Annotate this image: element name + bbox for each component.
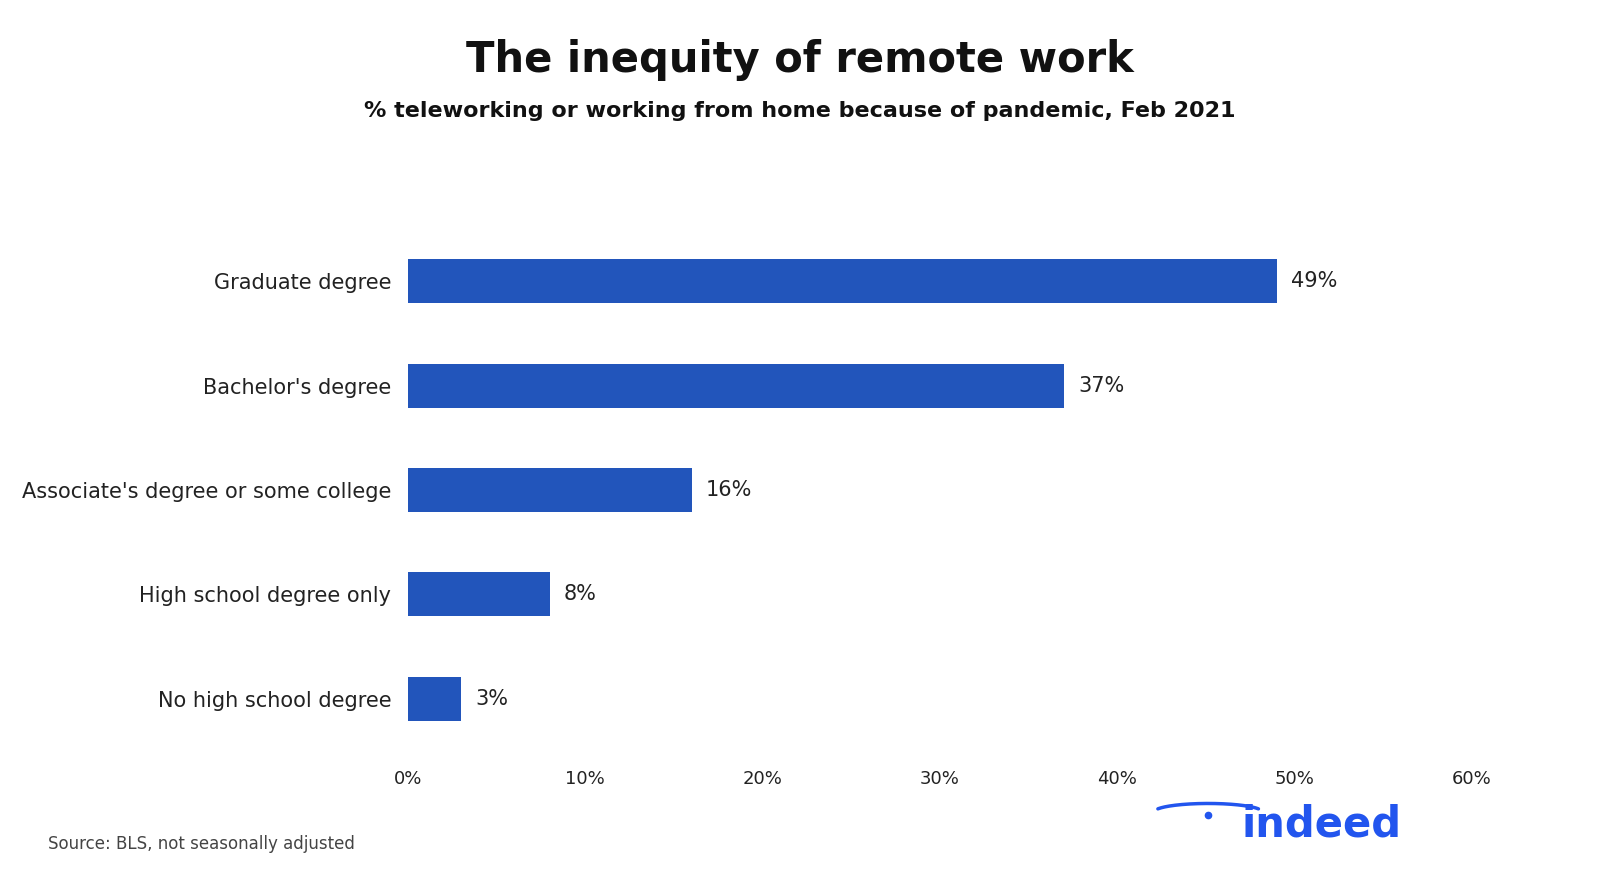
- Bar: [408, 676, 461, 720]
- Text: Source: BLS, not seasonally adjusted: Source: BLS, not seasonally adjusted: [48, 835, 355, 853]
- Text: 8%: 8%: [565, 584, 597, 605]
- Bar: [408, 259, 1277, 304]
- Text: 37%: 37%: [1078, 375, 1125, 396]
- Text: 49%: 49%: [1291, 271, 1338, 291]
- Bar: [408, 572, 550, 616]
- Bar: [408, 468, 691, 512]
- Text: The inequity of remote work: The inequity of remote work: [466, 39, 1134, 81]
- Bar: [408, 364, 1064, 408]
- Text: % teleworking or working from home because of pandemic, Feb 2021: % teleworking or working from home becau…: [365, 101, 1235, 121]
- Text: 3%: 3%: [475, 689, 509, 709]
- Text: 16%: 16%: [706, 480, 752, 500]
- Text: indeed: indeed: [1242, 803, 1402, 845]
